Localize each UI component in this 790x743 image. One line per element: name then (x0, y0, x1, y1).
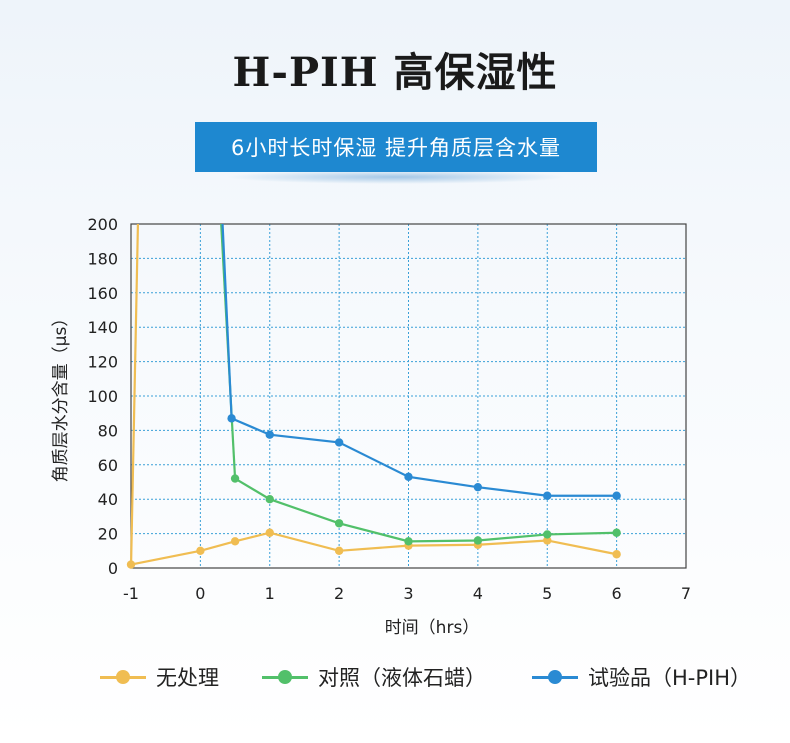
series-2-point-5 (543, 491, 552, 500)
series-1-point-4 (473, 536, 483, 545)
legend-item-control: 对照（液体石蜡） (262, 662, 486, 692)
series-0-point-2 (230, 537, 240, 546)
series-2 (221, 223, 621, 500)
series-2-point-6 (612, 491, 621, 500)
y-tick-label-1: 20 (98, 525, 118, 544)
series-1-point-0 (230, 474, 240, 483)
series-0 (126, 223, 621, 569)
legend-swatch-test-product (532, 662, 578, 692)
legend-label-no-treatment: 无处理 (156, 666, 219, 690)
subtitle-banner: 6小时长时保湿 提升角质层含水量 (195, 122, 597, 184)
y-tick-label-7: 140 (87, 318, 118, 337)
series-1-point-2 (334, 519, 344, 528)
series-2-point-0 (227, 414, 236, 423)
x-tick-label-7: 6 (612, 584, 622, 603)
series-0-point-8 (612, 550, 621, 559)
series-0-point-4 (334, 546, 344, 555)
y-tick-label-5: 100 (87, 387, 118, 406)
banner-shadow (225, 170, 567, 184)
series-1-point-3 (404, 537, 413, 546)
legend-item-no-treatment: 无处理 (100, 662, 219, 692)
series-1-line (234, 477, 617, 543)
y-axis-label: 角质层水分含量（μs） (51, 310, 71, 483)
series-0-spike (129, 223, 140, 569)
x-tick-label-4: 3 (403, 584, 413, 603)
legend-swatch-control (262, 662, 308, 692)
series-2-point-2 (334, 438, 344, 447)
y-tick-label-9: 180 (87, 249, 118, 268)
chart-legend: 无处理 对照（液体石蜡） 试验品（H-PIH） (0, 662, 790, 692)
series-1-point-6 (612, 528, 621, 537)
series-0-point-3 (265, 528, 274, 537)
y-tick-label-2: 40 (98, 490, 118, 509)
tick-labels: -1 0 1 2 3 4 5 6 7 0 20 40 60 80 100 120 140 160 180 200 (87, 215, 691, 603)
x-tick-label-2: 1 (265, 584, 275, 603)
banner-text: 6小时长时保湿 提升角质层含水量 (195, 122, 597, 172)
series-layer (126, 223, 621, 569)
series-2-spike (221, 223, 233, 419)
plot-frame (130, 223, 687, 569)
series-1-point-1 (265, 495, 274, 504)
legend-swatch-no-treatment (100, 662, 146, 692)
x-axis-label: 时间（hrs） (385, 618, 480, 638)
chart-grid (131, 224, 686, 568)
x-tick-label-8: 7 (681, 584, 691, 603)
series-0-point-7 (543, 536, 552, 545)
y-tick-label-8: 160 (87, 284, 118, 303)
series-0-point-0 (126, 560, 136, 569)
legend-item-test-product: 试验品（H-PIH） (532, 662, 751, 692)
x-tick-label-5: 4 (473, 584, 483, 603)
series-2-point-1 (265, 430, 274, 439)
y-tick-label-3: 60 (98, 456, 118, 475)
y-tick-label-0: 0 (108, 559, 118, 578)
y-tick-label-10: 200 (87, 215, 118, 234)
x-tick-label-3: 2 (334, 584, 344, 603)
page-title: H-PIH 高保湿性 (232, 49, 558, 96)
y-tick-label-6: 120 (87, 353, 118, 372)
series-2-point-3 (404, 472, 413, 482)
y-tick-label-4: 80 (98, 421, 118, 440)
legend-label-control: 对照（液体石蜡） (318, 666, 486, 690)
series-1-point-5 (543, 530, 552, 539)
x-tick-label-6: 5 (542, 584, 552, 603)
series-2-point-4 (473, 482, 483, 492)
legend-label-test-product: 试验品（H-PIH） (588, 666, 752, 690)
x-tick-label-1: 0 (195, 584, 205, 603)
series-0-point-1 (196, 546, 205, 555)
x-tick-label-0: -1 (123, 584, 139, 603)
series-1 (220, 223, 621, 546)
